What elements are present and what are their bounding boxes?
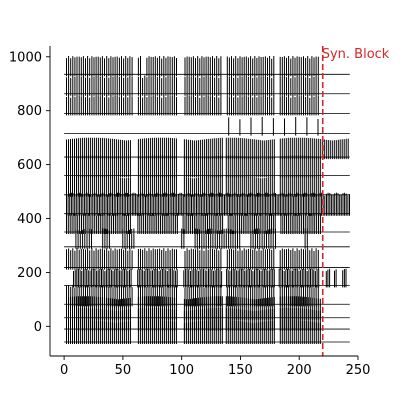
trace-10 — [64, 155, 350, 178]
trace-11 — [64, 137, 350, 160]
trace-spikes — [66, 56, 319, 77]
trace-15 — [64, 56, 350, 77]
trace-13 — [64, 95, 350, 116]
x-tick-label: 250 — [346, 363, 371, 378]
trace-6 — [64, 228, 350, 249]
trace-spikes — [66, 155, 321, 178]
trace-spikes — [66, 192, 350, 216]
trace-2 — [64, 296, 350, 320]
trace-spikes — [66, 75, 319, 96]
trace-1 — [64, 308, 350, 331]
trace-8 — [64, 192, 350, 216]
trace-spikes — [66, 284, 319, 307]
x-tick-label: 50 — [115, 363, 132, 378]
trace-spikes — [66, 137, 349, 160]
trace-spikes — [228, 116, 319, 136]
y-tick-label: 800 — [17, 104, 42, 119]
x-tick-label: 0 — [60, 363, 68, 378]
trace-3 — [64, 284, 350, 307]
trace-spikes — [66, 175, 321, 197]
trace-spikes — [66, 248, 319, 270]
trace-spikes — [73, 268, 347, 288]
trace-spikes — [66, 95, 319, 116]
trace-spikes — [66, 319, 321, 344]
trace-9 — [64, 175, 350, 197]
synaptic-block-label: Syn. Block — [322, 47, 390, 62]
trace-12 — [64, 116, 350, 136]
trace-spikes — [66, 296, 321, 320]
trace-spikes — [66, 213, 321, 234]
trace-7 — [64, 213, 350, 234]
x-tick-label: 200 — [287, 363, 312, 378]
trace-spikes — [75, 228, 308, 249]
trace-5 — [64, 248, 350, 270]
y-tick-label: 0 — [34, 320, 42, 335]
y-tick-label: 200 — [17, 266, 42, 281]
axes-layer: 0 50 100 150 200 250 0 200 400 600 800 1000 — [9, 46, 371, 378]
y-tick-label: 400 — [17, 212, 42, 227]
traces-layer — [64, 56, 350, 344]
y-tick-label: 1000 — [9, 50, 42, 65]
trace-14 — [64, 75, 350, 96]
x-tick-label: 150 — [228, 363, 253, 378]
trace-0 — [64, 319, 350, 344]
x-tick-label: 100 — [169, 363, 194, 378]
y-tick-label: 600 — [17, 158, 42, 173]
trace-4 — [64, 268, 350, 288]
annotation-layer: Syn. Block — [322, 46, 390, 356]
